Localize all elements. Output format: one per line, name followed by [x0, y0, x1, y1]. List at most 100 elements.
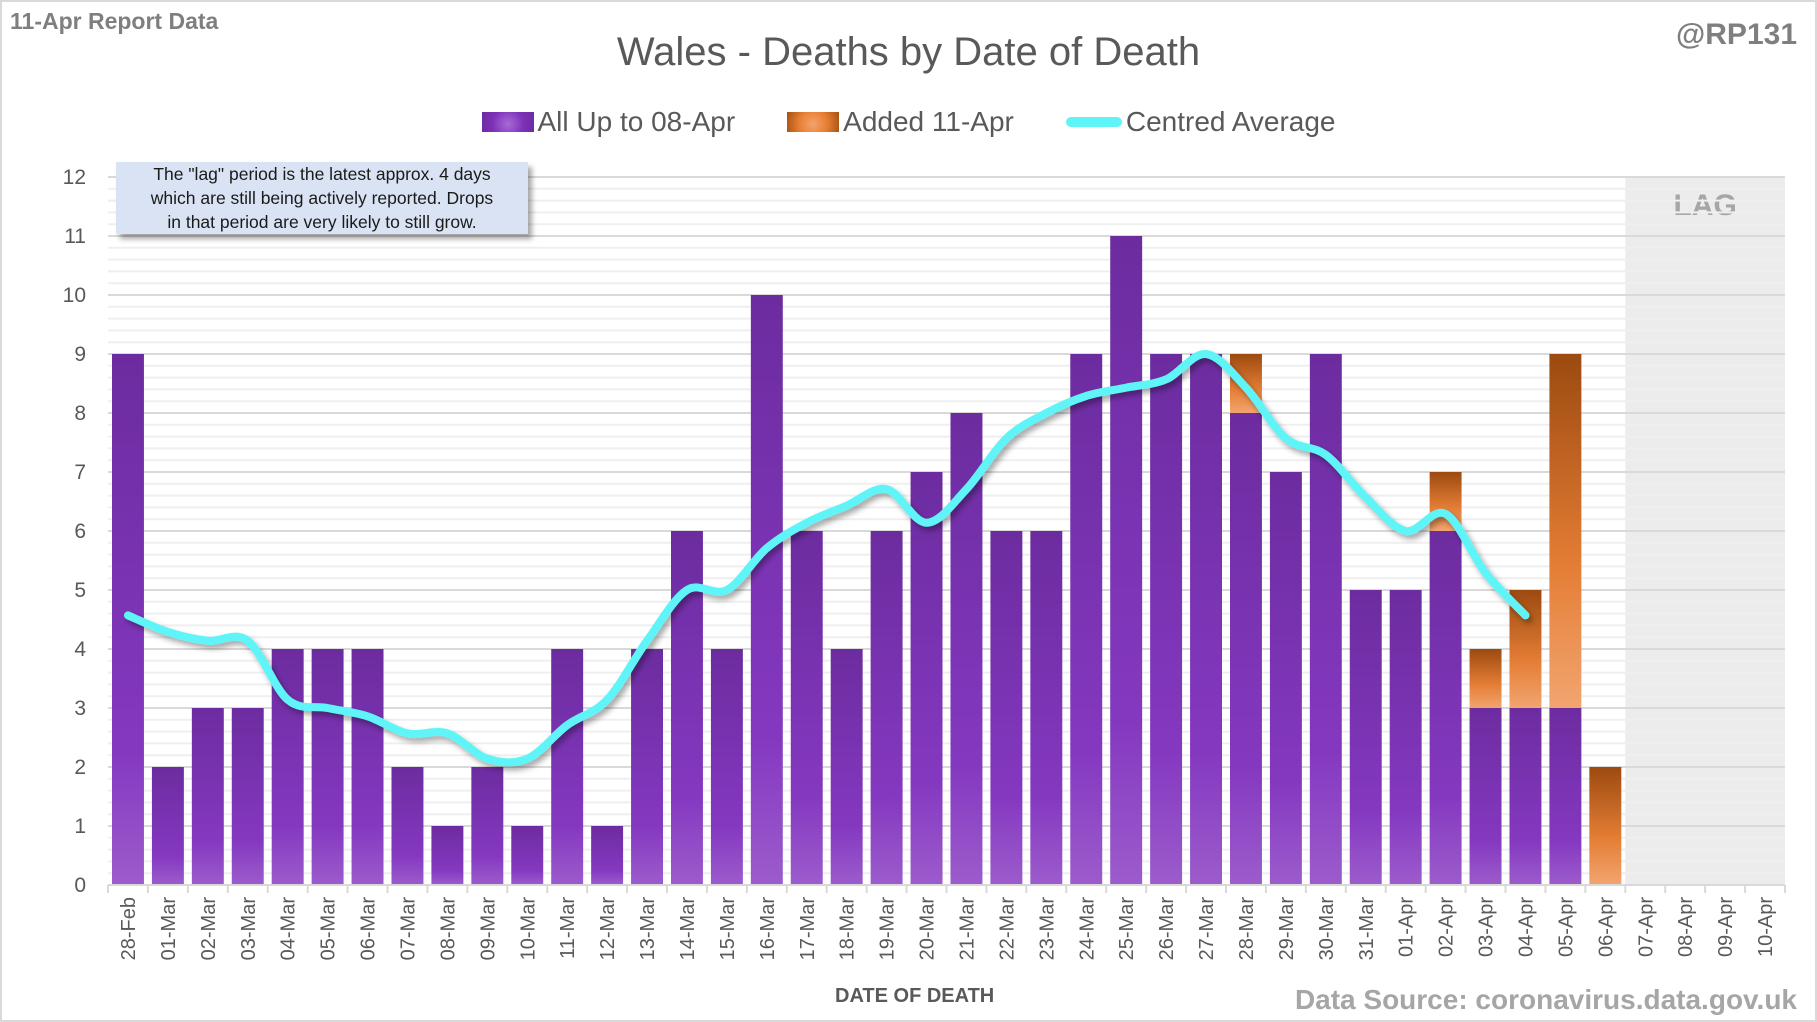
bar-all-up-to-25-Mar	[1110, 236, 1143, 885]
x-tick-label: 16-Mar	[757, 897, 779, 961]
author-handle: @RP131	[1676, 18, 1797, 51]
bar-all-up-to-09-Mar	[471, 767, 504, 885]
bar-all-up-to-13-Mar	[631, 649, 664, 885]
y-tick-label: 4	[74, 638, 86, 661]
bar-all-up-to-23-Mar	[1030, 531, 1063, 885]
x-tick-label: 24-Mar	[1076, 897, 1098, 961]
y-tick-label: 10	[63, 284, 86, 307]
x-tick-label: 07-Apr	[1635, 897, 1657, 957]
x-tick-label: 10-Mar	[517, 897, 539, 961]
annotation-line: The "lag" period is the latest approx. 4…	[153, 164, 491, 184]
x-tick-label: 30-Mar	[1316, 897, 1338, 961]
x-tick-label: 12-Mar	[597, 897, 619, 961]
data-source: Data Source: coronavirus.data.gov.uk	[1294, 984, 1797, 1015]
x-tick-label: 27-Mar	[1196, 897, 1218, 961]
y-tick-label: 6	[74, 520, 86, 543]
legend-label: Added 11-Apr	[843, 106, 1014, 137]
legend: All Up to 08-Apr Added 11-Apr Centred Av…	[0, 106, 1817, 138]
x-tick-label: 13-Mar	[637, 897, 659, 961]
annotation-line: which are still being actively reported.…	[150, 188, 494, 208]
bar-all-up-to-26-Mar	[1150, 354, 1183, 885]
report-date-label: 11-Apr Report Data	[10, 8, 219, 34]
bar-all-up-to-05-Apr	[1549, 708, 1582, 885]
y-tick-label: 12	[63, 166, 86, 189]
cyan-line-swatch-icon	[1065, 117, 1122, 127]
y-tick-label: 0	[74, 874, 86, 897]
x-tick-label: 03-Mar	[238, 897, 260, 961]
bar-added-06-Apr	[1589, 767, 1622, 885]
lag-annotation-box: The "lag" period is the latest approx. 4…	[116, 162, 528, 234]
x-tick-label: 14-Mar	[677, 897, 699, 961]
x-tick-label: 03-Apr	[1476, 897, 1498, 957]
x-tick-label: 11-Mar	[557, 897, 579, 959]
bar-all-up-to-01-Apr	[1389, 590, 1422, 885]
x-tick-label: 07-Mar	[397, 897, 419, 961]
bar-all-up-to-31-Mar	[1349, 590, 1382, 885]
x-axis-title: DATE OF DEATH	[835, 985, 995, 1007]
bar-all-up-to-28-Mar	[1229, 413, 1262, 885]
x-tick-label: 09-Apr	[1715, 897, 1737, 957]
bar-all-up-to-07-Mar	[391, 767, 424, 885]
bar-all-up-to-19-Mar	[870, 531, 903, 885]
x-tick-label: 20-Mar	[917, 897, 939, 961]
bar-all-up-to-02-Mar	[191, 708, 224, 885]
x-tick-label: 04-Apr	[1515, 897, 1537, 957]
bar-all-up-to-05-Mar	[311, 649, 344, 885]
x-tick-label: 21-Mar	[956, 897, 978, 961]
y-tick-label: 1	[74, 815, 86, 838]
x-tick-label: 18-Mar	[837, 897, 859, 961]
bar-all-up-to-29-Mar	[1269, 472, 1302, 885]
x-tick-label: 09-Mar	[477, 897, 499, 961]
legend-item-added: Added 11-Apr	[787, 106, 1014, 138]
x-tick-label: 01-Mar	[158, 897, 180, 961]
x-tick-label: 29-Mar	[1276, 897, 1298, 961]
y-tick-label: 8	[74, 402, 86, 425]
bar-all-up-to-24-Mar	[1070, 354, 1103, 885]
x-tick-label: 15-Mar	[717, 897, 739, 961]
bar-all-up-to-12-Mar	[591, 826, 624, 885]
centred-average-line	[123, 350, 1530, 767]
bar-all-up-to-17-Mar	[790, 531, 823, 885]
annotation-line: in that period are very likely to still …	[167, 212, 477, 232]
bar-all-up-to-30-Mar	[1309, 354, 1342, 885]
x-tick-label: 05-Apr	[1555, 897, 1577, 957]
x-tick-label: 19-Mar	[877, 897, 899, 961]
x-tick-label: 25-Mar	[1116, 897, 1138, 961]
x-tick-label: 28-Mar	[1236, 897, 1258, 961]
x-tick-label: 17-Mar	[797, 897, 819, 961]
x-tick-label: 06-Mar	[358, 897, 380, 961]
bar-all-up-to-01-Mar	[151, 767, 184, 885]
bar-all-up-to-03-Apr	[1469, 708, 1502, 885]
x-tick-label: 31-Mar	[1356, 897, 1378, 961]
bar-all-up-to-02-Apr	[1429, 531, 1462, 885]
x-tick-label: 08-Mar	[437, 897, 459, 961]
orange-bar-swatch-icon	[787, 112, 840, 132]
legend-label: Centred Average	[1125, 106, 1336, 137]
x-tick-label: 06-Apr	[1595, 897, 1617, 957]
x-tick-label: 02-Apr	[1436, 897, 1458, 957]
x-tick-label: 01-Apr	[1396, 897, 1418, 957]
bar-all-up-to-22-Mar	[990, 531, 1023, 885]
bar-all-up-to-20-Mar	[910, 472, 943, 885]
bar-all-up-to-18-Mar	[830, 649, 863, 885]
bar-all-up-to-06-Mar	[351, 649, 384, 885]
legend-item-centred-average: Centred Average	[1065, 106, 1336, 138]
x-tick-label: 23-Mar	[1036, 897, 1058, 961]
x-tick-label: 04-Mar	[278, 897, 300, 961]
legend-label: All Up to 08-Apr	[537, 106, 736, 137]
x-tick-label: 22-Mar	[996, 897, 1018, 961]
bar-all-up-to-03-Mar	[231, 708, 264, 885]
x-tick-label: 10-Apr	[1755, 897, 1777, 957]
purple-bar-swatch-icon	[481, 112, 534, 132]
x-tick-label: 08-Apr	[1675, 897, 1697, 957]
x-tick-label: 02-Mar	[198, 897, 220, 961]
bar-all-up-to-27-Mar	[1190, 354, 1223, 885]
y-tick-label: 7	[74, 461, 86, 484]
legend-item-all-up-to: All Up to 08-Apr	[481, 106, 736, 138]
y-tick-label: 5	[74, 579, 86, 602]
lag-label: LAG	[1673, 189, 1736, 222]
y-tick-label: 3	[74, 697, 86, 720]
bar-all-up-to-15-Mar	[710, 649, 743, 885]
y-tick-label: 2	[74, 756, 86, 779]
